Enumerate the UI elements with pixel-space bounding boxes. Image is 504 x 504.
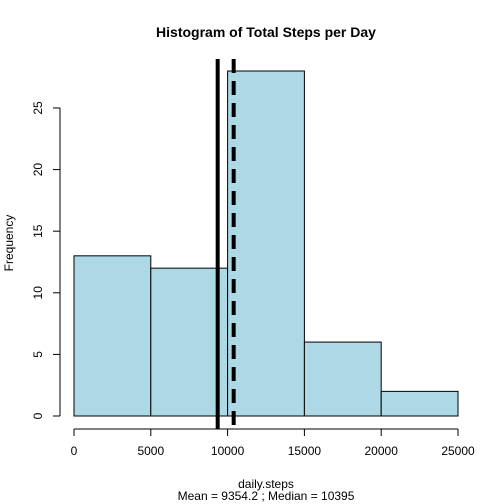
x-axis-label: daily.steps bbox=[238, 477, 294, 491]
x-tick-label-4: 20000 bbox=[365, 444, 399, 458]
x-tick-label-0: 0 bbox=[71, 444, 78, 458]
histogram-bar-3 bbox=[303, 341, 382, 417]
x-axis: 0 5000 10000 15000 20000 25000 bbox=[71, 428, 475, 458]
histogram-bar-2 bbox=[227, 70, 305, 417]
y-tick-label-3: 15 bbox=[31, 224, 45, 238]
y-axis-label: Frequency bbox=[2, 215, 16, 272]
y-tick-label-1: 5 bbox=[31, 351, 45, 358]
x-tick-label-5: 25000 bbox=[441, 444, 475, 458]
y-tick-label-0: 0 bbox=[31, 412, 45, 419]
y-tick-label-5: 25 bbox=[31, 101, 45, 115]
x-tick-label-3: 15000 bbox=[288, 444, 322, 458]
y-tick-label-4: 20 bbox=[31, 163, 45, 177]
x-tick-label-1: 5000 bbox=[137, 444, 164, 458]
reference-lines-group bbox=[215, 59, 236, 429]
histogram-bar-0 bbox=[73, 255, 152, 417]
chart-title: Histogram of Total Steps per Day bbox=[156, 24, 376, 40]
summary-subtitle: Mean = 9354.2 ; Median = 10395 bbox=[178, 489, 355, 503]
x-tick-label-2: 10000 bbox=[211, 444, 245, 458]
histogram-bar-1 bbox=[150, 267, 229, 417]
y-tick-label-2: 10 bbox=[31, 286, 45, 300]
y-axis: 0 5 10 15 20 25 bbox=[31, 101, 61, 419]
bars-group bbox=[73, 70, 459, 417]
histogram-bar-4 bbox=[380, 390, 459, 417]
